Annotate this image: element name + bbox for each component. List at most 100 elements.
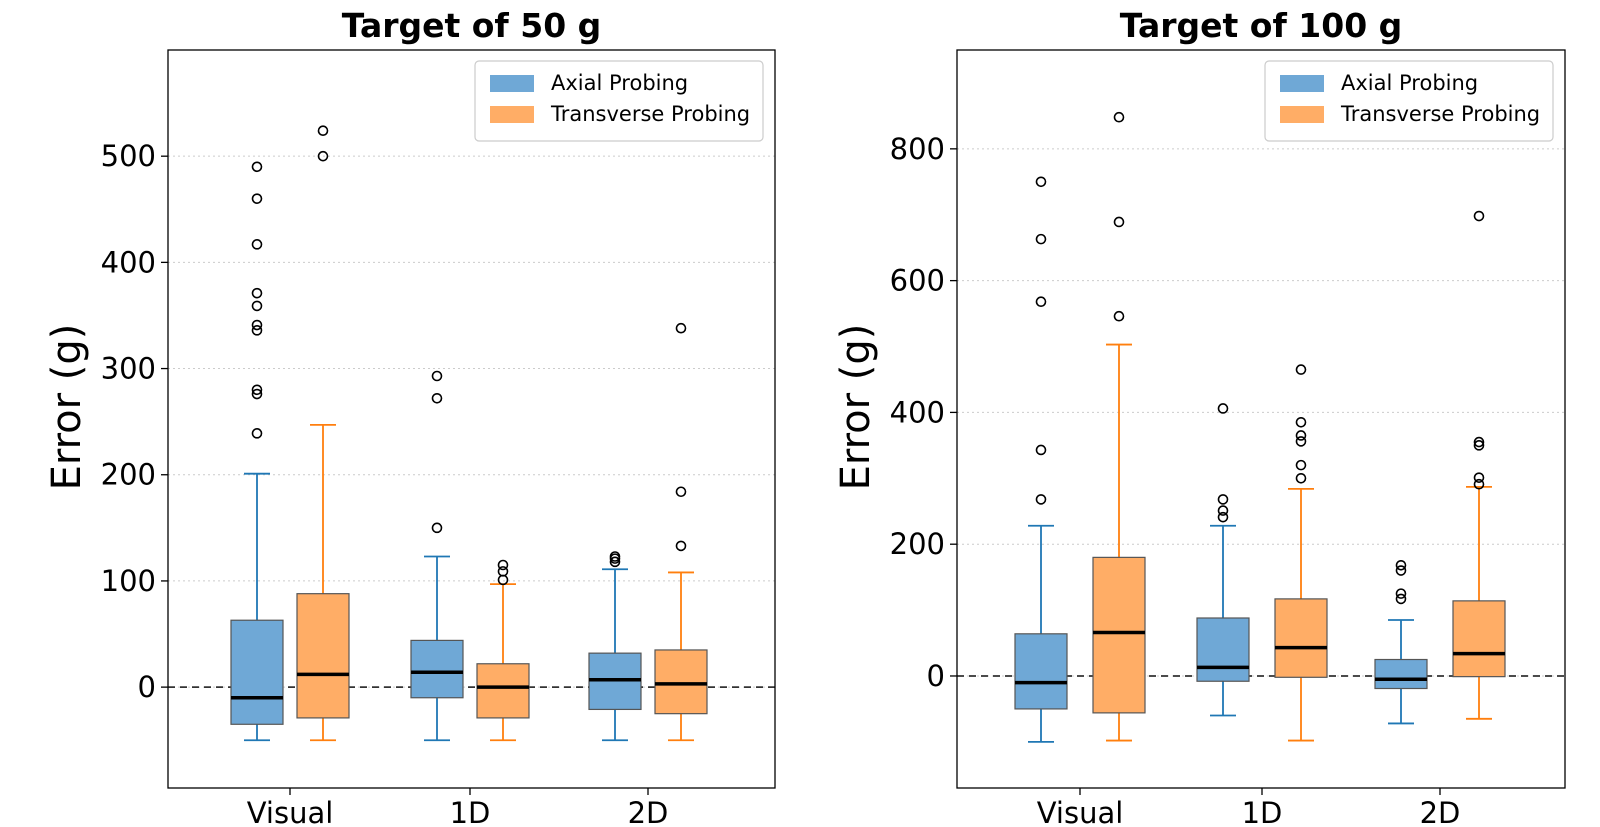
outlier-point [1295,416,1307,428]
y-tick-label: 300 [101,352,156,386]
outlier-point [251,239,263,250]
outlier-point [497,559,509,571]
outlier-point [1295,459,1307,471]
outlier-point [1473,478,1485,490]
box-transverse-probing-visual [1092,111,1146,742]
y-tick-label: 200 [890,527,945,561]
outlier-point [1113,111,1125,123]
outlier-point [251,161,263,173]
iqr-box [1452,600,1506,678]
outlier-point [1395,588,1407,599]
outlier-point [251,428,263,439]
outlier-point [431,522,443,534]
outlier-point [675,540,687,552]
outlier-point [317,125,329,137]
y-axis-label: Error (g) [44,324,90,491]
legend-swatch [1280,106,1324,123]
legend: Axial Probing Transverse Probing [474,60,764,142]
y-tick-label: 100 [101,564,156,598]
outlier-point [675,486,687,498]
outlier-point [251,287,263,299]
box-axial-probing-visual [230,161,284,742]
outlier-point [251,300,263,312]
iqr-box [1274,598,1328,678]
outlier-point [1035,494,1047,505]
plot-frame [167,49,776,789]
x-tick-label: 1D [1242,796,1283,827]
y-tick-label: 0 [138,670,156,704]
box-transverse-probing-1d [476,559,530,742]
chart-1: 0 100 200 300 400 500 Visual 1D 2D Target of 50 g… [44,6,776,827]
iqr-box [1014,633,1068,710]
y-tick-label: 800 [890,132,945,166]
y-tick-label: 0 [927,659,945,693]
outlier-point [251,193,263,204]
y-tick-label: 500 [101,139,156,173]
x-tick-label: 2D [628,796,669,827]
legend-label: Transverse Probing [1340,102,1540,126]
outlier-point [1295,364,1307,375]
outlier-point [1217,505,1229,516]
legend-swatch [1280,75,1324,92]
outlier-point [251,325,263,336]
outlier-point [1473,436,1485,448]
iqr-box [296,593,350,719]
outlier-point [1473,472,1485,483]
legend-swatch [490,106,534,123]
legend-frame [1264,60,1554,142]
box-axial-probing-2d [588,551,642,742]
outlier-point [251,388,263,400]
box-transverse-probing-2d [654,322,708,742]
x-tick-label: Visual [1037,796,1124,827]
outlier-point [1295,430,1307,441]
legend: Axial Probing Transverse Probing [1264,60,1554,142]
chart-title: Target of 50 g [342,6,602,45]
outlier-point [1035,296,1047,308]
outlier-point [1295,436,1307,447]
outlier-point [1217,511,1229,523]
outlier-point [675,322,687,334]
outlier-point [1217,494,1229,505]
outlier-point [609,551,621,562]
x-tick-label: 2D [1420,796,1461,827]
outlier-point [1295,473,1307,484]
outlier-point [497,566,509,577]
y-axis-label: Error (g) [833,324,879,491]
iqr-box [230,619,284,725]
outlier-point [1035,176,1047,188]
outlier-point [1217,403,1229,414]
outlier-point [1395,559,1407,571]
chart-2: 0 200 400 600 800 Visual 1D 2D Target of 100 g Er… [833,6,1566,827]
iqr-box [1374,658,1428,690]
outlier-point [1473,440,1485,451]
iqr-box [1196,617,1250,682]
box-transverse-probing-2d [1452,210,1506,720]
legend-label: Transverse Probing [550,102,750,126]
plot-frame [956,49,1566,789]
chart-title: Target of 100 g [1120,6,1403,45]
y-tick-label: 400 [101,245,156,279]
box-axial-probing-2d [1374,559,1428,725]
legend-frame [474,60,764,142]
outlier-point [497,574,509,586]
outlier-point [251,384,263,396]
outlier-point [1473,210,1485,222]
outlier-point [431,370,443,382]
box-transverse-probing-1d [1274,364,1328,742]
outlier-point [431,392,443,404]
y-tick-label: 400 [890,395,945,429]
legend-swatch [490,75,534,92]
y-tick-label: 200 [101,458,156,492]
outlier-point [1113,310,1125,322]
box-axial-probing-visual [1014,176,1068,743]
iqr-box [654,649,708,715]
x-tick-label: Visual [247,796,334,827]
outlier-point [1395,593,1407,605]
outlier-point [1395,565,1407,576]
outlier-point [251,319,263,331]
y-tick-label: 600 [890,264,945,298]
outlier-point [1113,216,1125,228]
outlier-point [609,556,621,568]
legend-label: Axial Probing [551,71,688,95]
